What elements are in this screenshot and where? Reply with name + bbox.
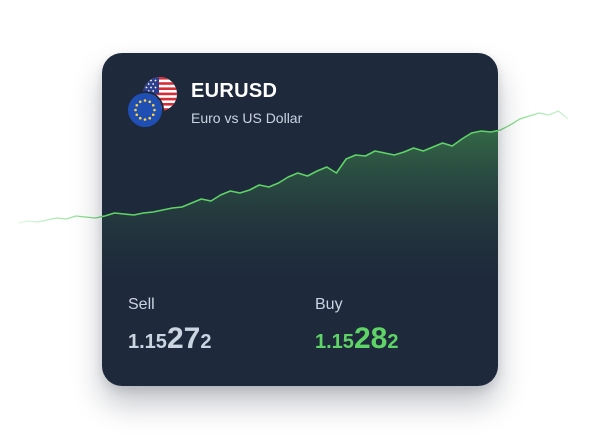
instrument-name: Euro vs US Dollar bbox=[191, 110, 303, 126]
instrument-symbol: EURUSD bbox=[191, 80, 278, 102]
eu-star bbox=[134, 108, 137, 112]
buy-price-fraction: 2 bbox=[387, 331, 399, 353]
eu-star bbox=[151, 113, 155, 117]
sell-quote[interactable]: Sell 1.15272 bbox=[128, 296, 211, 356]
sell-label: Sell bbox=[128, 296, 155, 313]
eu-star bbox=[135, 113, 139, 117]
price-line bbox=[102, 129, 498, 218]
price-area-fill bbox=[102, 130, 498, 386]
eu-star bbox=[135, 103, 139, 107]
instrument-card[interactable]: EURUSD Euro vs US Dollar Sell 1.15272 Bu… bbox=[102, 53, 498, 386]
eu-star bbox=[151, 103, 155, 107]
price-area-chart bbox=[102, 129, 498, 386]
eu-star bbox=[148, 100, 152, 104]
sell-price-lead: 1.15 bbox=[128, 331, 167, 353]
eu-star bbox=[143, 118, 147, 121]
buy-price: 1.15282 bbox=[315, 322, 398, 356]
eu-star bbox=[143, 99, 147, 102]
eu-star bbox=[148, 116, 152, 120]
currency-flags bbox=[128, 77, 178, 129]
eu-flag-icon bbox=[128, 93, 162, 127]
buy-label: Buy bbox=[315, 296, 343, 313]
sell-price-pips: 27 bbox=[166, 322, 201, 355]
buy-quote[interactable]: Buy 1.15282 bbox=[315, 296, 398, 356]
instrument-info: EURUSD Euro vs US Dollar bbox=[191, 80, 302, 126]
eu-star bbox=[153, 108, 156, 112]
buy-price-pips: 28 bbox=[353, 322, 388, 355]
buy-price-lead: 1.15 bbox=[315, 331, 354, 353]
eu-star bbox=[138, 116, 142, 120]
sell-price: 1.15272 bbox=[128, 322, 211, 356]
eu-star bbox=[138, 100, 142, 104]
sell-price-fraction: 2 bbox=[200, 331, 212, 353]
